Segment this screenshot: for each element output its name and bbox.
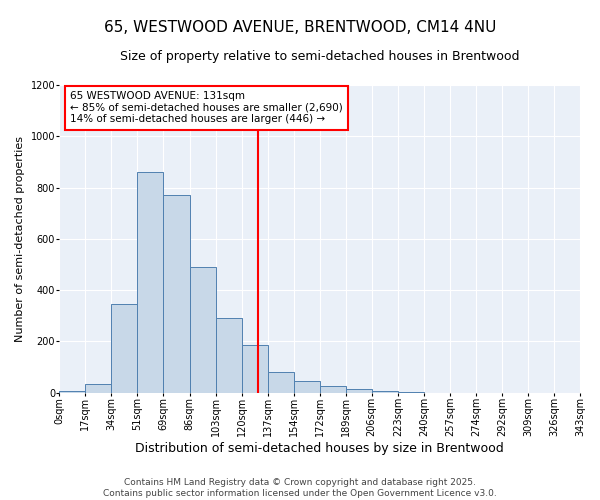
Bar bbox=[398, 392, 424, 393]
Text: Contains HM Land Registry data © Crown copyright and database right 2025.
Contai: Contains HM Land Registry data © Crown c… bbox=[103, 478, 497, 498]
Bar bbox=[163, 196, 190, 393]
Bar bbox=[320, 386, 346, 393]
Y-axis label: Number of semi-detached properties: Number of semi-detached properties bbox=[15, 136, 25, 342]
Text: 65 WESTWOOD AVENUE: 131sqm
← 85% of semi-detached houses are smaller (2,690)
14%: 65 WESTWOOD AVENUE: 131sqm ← 85% of semi… bbox=[70, 91, 343, 124]
Title: Size of property relative to semi-detached houses in Brentwood: Size of property relative to semi-detach… bbox=[120, 50, 520, 63]
Text: 65, WESTWOOD AVENUE, BRENTWOOD, CM14 4NU: 65, WESTWOOD AVENUE, BRENTWOOD, CM14 4NU bbox=[104, 20, 496, 35]
Bar bbox=[293, 381, 320, 393]
Bar bbox=[372, 390, 398, 393]
X-axis label: Distribution of semi-detached houses by size in Brentwood: Distribution of semi-detached houses by … bbox=[135, 442, 504, 455]
Bar bbox=[112, 304, 137, 393]
Bar bbox=[346, 389, 372, 393]
Bar bbox=[215, 318, 242, 393]
Bar bbox=[59, 392, 85, 393]
Bar bbox=[190, 267, 215, 393]
Bar bbox=[137, 172, 163, 393]
Bar bbox=[85, 384, 112, 393]
Bar bbox=[268, 372, 293, 393]
Bar bbox=[242, 346, 268, 393]
